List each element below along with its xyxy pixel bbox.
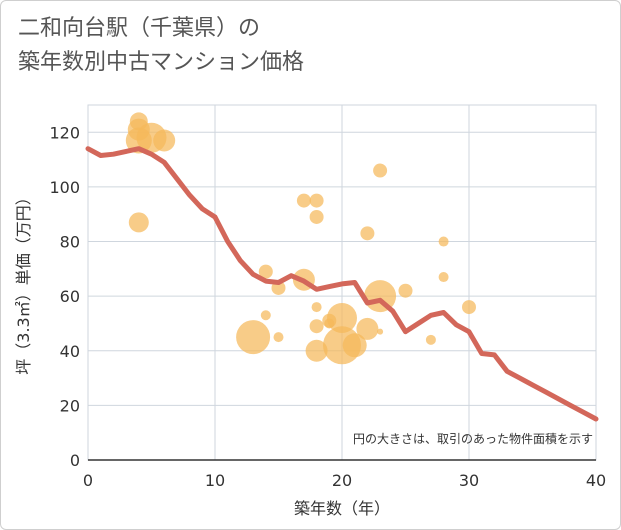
gridlines <box>88 105 596 461</box>
y-tick-labels: 0 20 40 60 80 100 120 <box>49 123 80 470</box>
y-tick-label: 40 <box>60 342 80 361</box>
y-tick-label: 0 <box>70 451 80 470</box>
y-tick-label: 60 <box>60 287 80 306</box>
x-tick-label: 30 <box>459 471 479 490</box>
y-tick-label: 20 <box>60 396 80 415</box>
data-bubble <box>236 320 271 355</box>
trend-line <box>85 146 599 422</box>
x-tick-label: 20 <box>332 471 352 490</box>
y-tick-label: 80 <box>60 233 80 252</box>
bubble-size-note: 円の大きさは、取引のあった物件面積を示す <box>353 431 593 446</box>
data-bubble <box>377 328 384 335</box>
data-bubble <box>398 283 413 298</box>
y-tick-label: 100 <box>49 178 80 197</box>
data-bubble <box>425 334 436 345</box>
x-tick-labels: 0 10 20 30 40 <box>83 471 606 490</box>
data-bubble <box>311 302 322 313</box>
y-axis-label: 坪（3.3㎡）単価（万円） <box>14 189 33 374</box>
x-tick-label: 0 <box>83 471 93 490</box>
data-bubble <box>309 319 324 334</box>
data-bubble <box>356 317 379 340</box>
data-bubble <box>305 339 328 362</box>
data-bubble <box>258 264 273 279</box>
data-bubble <box>327 303 357 333</box>
data-bubble <box>153 129 176 152</box>
data-bubble <box>373 163 388 178</box>
data-bubble <box>360 226 375 241</box>
data-bubble <box>438 272 449 283</box>
title-line-1: 二和向台駅（千葉県）の <box>18 16 261 41</box>
x-tick-label: 40 <box>586 471 606 490</box>
y-tick-label: 120 <box>49 123 80 142</box>
data-bubble <box>260 310 271 321</box>
data-bubble <box>309 193 324 208</box>
chart-title: 二和向台駅（千葉県）の 築年数別中古マンション価格 <box>18 12 304 80</box>
data-bubble <box>296 193 311 208</box>
data-bubble <box>438 236 449 247</box>
x-tick-label: 10 <box>205 471 225 490</box>
data-bubble <box>128 212 149 233</box>
title-line-2: 築年数別中古マンション価格 <box>18 50 305 75</box>
data-bubble <box>342 333 367 358</box>
x-axis-label: 築年数（年） <box>294 499 390 518</box>
data-bubble <box>462 300 476 315</box>
data-bubble <box>273 332 284 343</box>
data-bubble <box>309 209 324 224</box>
